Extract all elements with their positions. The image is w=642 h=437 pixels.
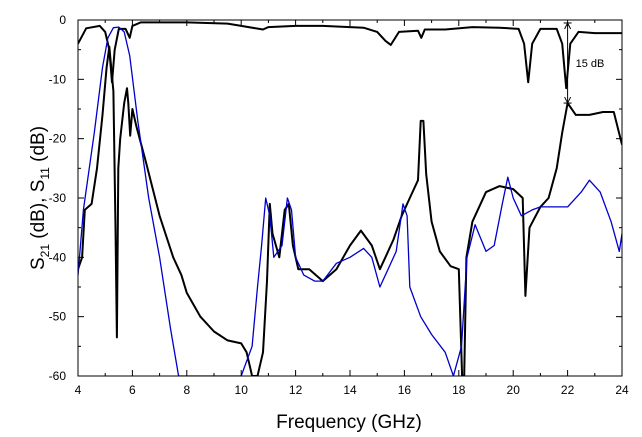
x-tick-label: 8 bbox=[183, 383, 190, 397]
x-tick-label: 18 bbox=[452, 383, 466, 397]
y-axis-title-text: S21 (dB), S11 (dB) bbox=[28, 126, 52, 270]
series-line-3 bbox=[78, 26, 622, 376]
y-tick-label: 0 bbox=[59, 13, 66, 27]
plot-frame bbox=[77, 19, 623, 377]
y-tick-label: -40 bbox=[49, 250, 67, 264]
x-tick-label: 24 bbox=[615, 383, 629, 397]
x-tick-label: 14 bbox=[343, 383, 357, 397]
x-tick-label: 20 bbox=[507, 383, 521, 397]
y-tick-label: -20 bbox=[49, 132, 67, 146]
annotation-label: 15 dB bbox=[576, 58, 605, 70]
x-tick-label: 12 bbox=[289, 383, 303, 397]
y-title-subscript: 21 bbox=[38, 244, 52, 258]
x-tick-label: 4 bbox=[75, 383, 82, 397]
series-line-2 bbox=[78, 45, 622, 376]
x-tick-label: 22 bbox=[561, 383, 575, 397]
y-axis-title: S21 (dB), S11 (dB) bbox=[28, 126, 52, 270]
y-tick-label: -50 bbox=[49, 310, 67, 324]
y-title-part: (dB), S bbox=[28, 180, 49, 244]
y-title-part: S bbox=[28, 257, 49, 270]
y-title-subscript: 11 bbox=[38, 167, 52, 180]
x-tick-label: 6 bbox=[129, 383, 136, 397]
y-tick-label: -30 bbox=[49, 191, 67, 205]
y-tick-label: -10 bbox=[49, 72, 67, 86]
series-line-1 bbox=[78, 21, 622, 90]
y-tick-label: -60 bbox=[49, 369, 67, 383]
y-title-part: (dB) bbox=[28, 126, 49, 167]
x-tick-label: 10 bbox=[235, 383, 249, 397]
x-axis-title: Frequency (GHz) bbox=[276, 412, 422, 433]
plot-area: 4 6 8 10 12 14 16 18 20 22 24 0 -10 -20 -30 -40 -50 -60 15… bbox=[49, 13, 629, 397]
x-tick-label: 16 bbox=[398, 383, 412, 397]
